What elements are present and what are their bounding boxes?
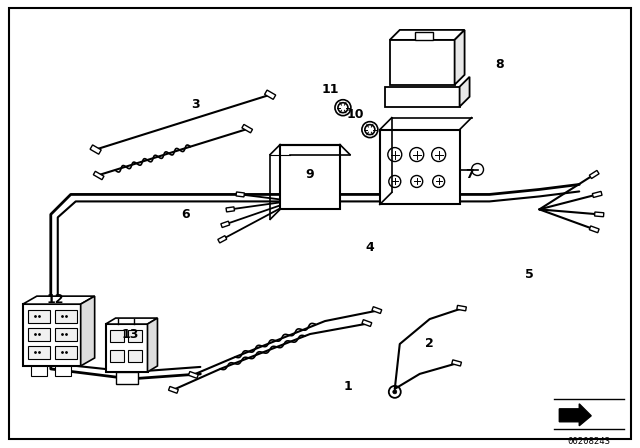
Bar (106, 324, 147, 372)
Polygon shape (454, 30, 465, 85)
Text: 1: 1 (344, 380, 352, 393)
Bar (55, 366, 71, 376)
Circle shape (338, 103, 348, 113)
Bar (28, 310, 50, 323)
Text: 4: 4 (365, 241, 374, 254)
Polygon shape (372, 307, 381, 314)
Polygon shape (218, 236, 227, 243)
Polygon shape (236, 192, 244, 197)
Polygon shape (457, 306, 467, 311)
Circle shape (362, 122, 378, 138)
Polygon shape (221, 221, 230, 228)
Text: 2: 2 (426, 337, 434, 350)
Text: 00208243: 00208243 (568, 437, 611, 446)
Text: 10: 10 (346, 108, 364, 121)
Polygon shape (589, 170, 599, 179)
Bar (55, 310, 77, 323)
Text: 13: 13 (122, 327, 140, 340)
Bar (55, 328, 77, 341)
Polygon shape (147, 318, 157, 372)
Bar (55, 346, 77, 359)
Text: 7: 7 (465, 168, 474, 181)
Polygon shape (242, 125, 253, 133)
Polygon shape (390, 30, 465, 40)
Bar (116, 372, 138, 384)
Text: 12: 12 (47, 293, 65, 306)
Bar (23, 304, 81, 366)
Text: 6: 6 (181, 208, 189, 221)
Bar (280, 145, 340, 209)
Bar (109, 350, 124, 362)
Polygon shape (90, 145, 101, 154)
Polygon shape (226, 207, 234, 212)
Bar (415, 32, 433, 40)
Polygon shape (168, 387, 179, 393)
Polygon shape (589, 226, 599, 233)
Circle shape (393, 390, 397, 394)
Polygon shape (595, 212, 604, 217)
Polygon shape (264, 90, 276, 99)
Bar (385, 87, 460, 107)
Polygon shape (362, 320, 372, 327)
Circle shape (335, 100, 351, 116)
Text: 3: 3 (191, 98, 200, 111)
Text: 9: 9 (306, 168, 314, 181)
Bar (127, 330, 141, 342)
Polygon shape (593, 191, 602, 198)
Text: 5: 5 (525, 268, 534, 281)
Polygon shape (188, 371, 198, 378)
Polygon shape (81, 296, 95, 366)
Bar (390, 40, 454, 85)
Bar (28, 346, 50, 359)
Polygon shape (559, 404, 591, 426)
Text: 11: 11 (321, 83, 339, 96)
Bar (127, 350, 141, 362)
Bar (109, 330, 124, 342)
Bar (31, 366, 47, 376)
Polygon shape (93, 171, 104, 180)
Polygon shape (460, 77, 470, 107)
Circle shape (365, 125, 375, 134)
Bar (380, 129, 460, 204)
Polygon shape (23, 296, 95, 304)
Bar (28, 328, 50, 341)
Polygon shape (106, 318, 157, 324)
Text: 8: 8 (495, 58, 504, 71)
Polygon shape (452, 360, 461, 366)
